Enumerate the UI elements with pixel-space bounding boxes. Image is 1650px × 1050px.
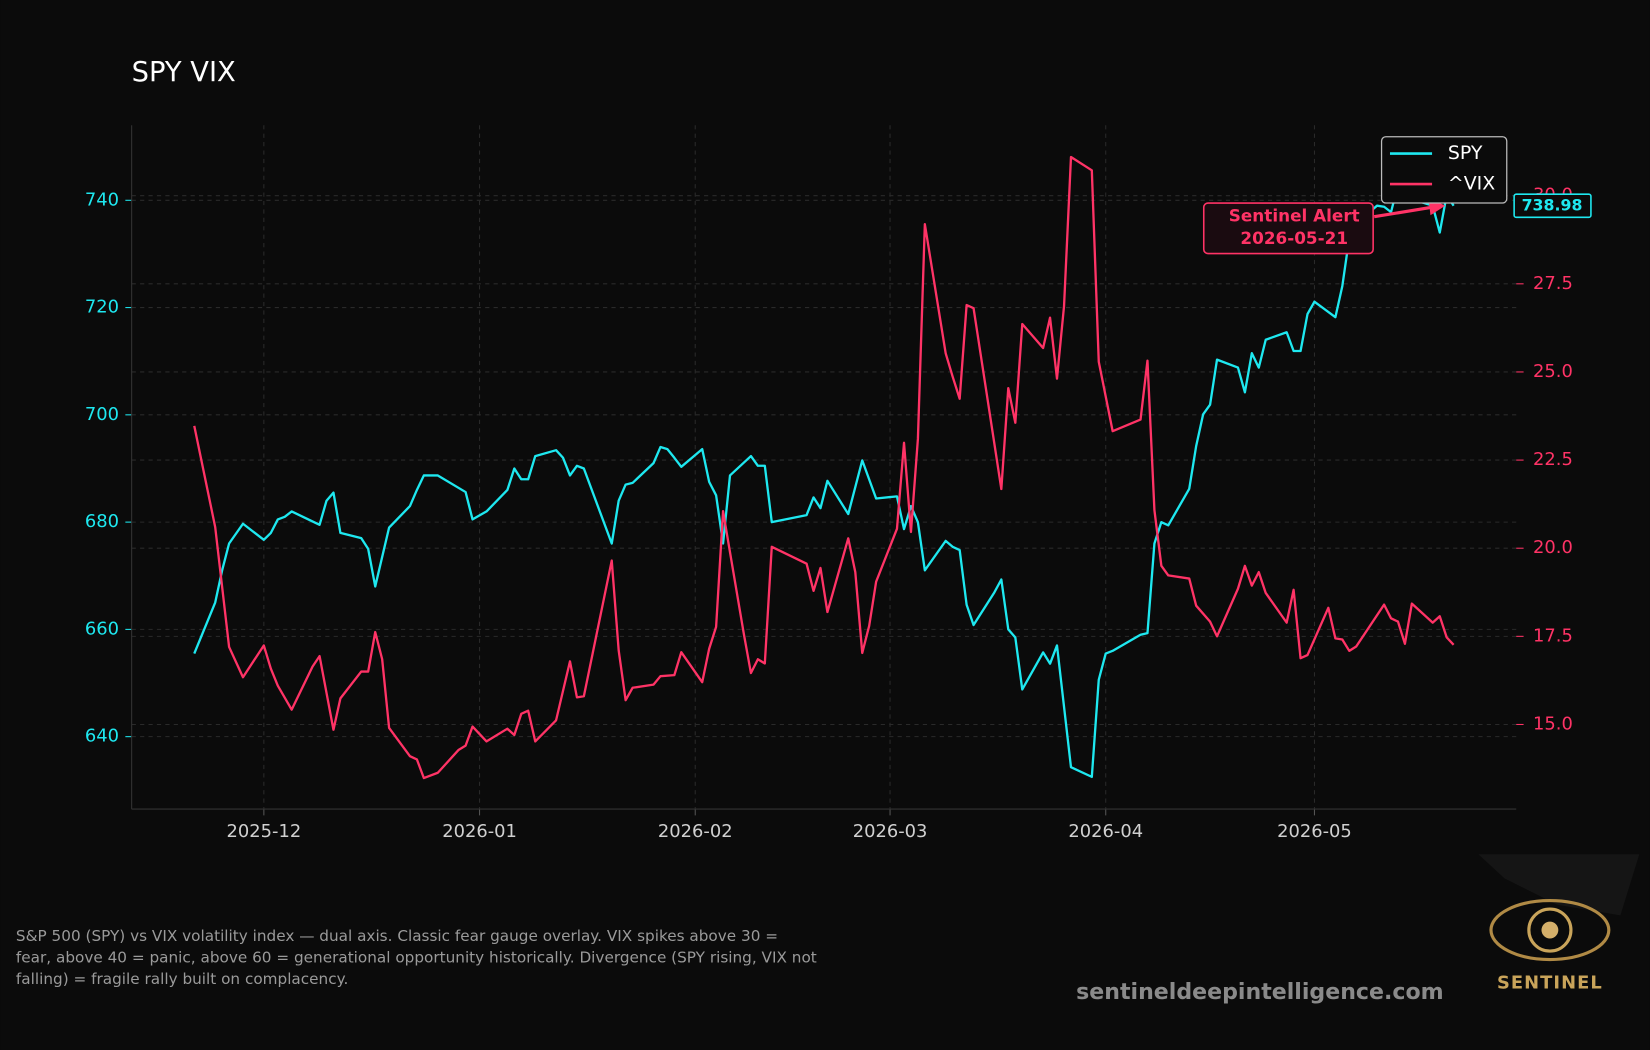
logo-iris	[1527, 907, 1573, 953]
logo-shadow	[1478, 854, 1640, 916]
y2-tick-label: 22.5	[1533, 449, 1573, 470]
x-tick-label: 2026-03	[853, 821, 928, 842]
caption: fear, above 40 = panic, above 60 = gener…	[16, 948, 817, 966]
y-tick-label: 680	[85, 511, 119, 532]
y-tick-label: 720	[85, 297, 119, 318]
annotation-box	[1202, 202, 1374, 255]
annotation-arrow	[1373, 205, 1435, 219]
x-tick-label: 2026-05	[1277, 821, 1352, 842]
grid: 640 660 680 700 720 740 15.0 17.5 20.0 22.5 25.0 27…	[85, 125, 1573, 842]
annotation-text: 2026-05-21	[1240, 228, 1348, 248]
y-tick-label: 740	[85, 189, 119, 210]
x-tick-label: 2026-02	[658, 821, 733, 842]
legend-label: ^VIX	[1448, 173, 1495, 195]
y-tick-label: 640	[85, 726, 119, 747]
watermark: sentineldeepintelligence.com	[1076, 979, 1444, 1005]
annotation-text: Sentinel Alert	[1229, 206, 1360, 226]
x-tick-label: 2025-12	[227, 821, 302, 842]
legend: SPY ^VIX	[1380, 136, 1508, 204]
y-tick-label: 700	[85, 404, 119, 425]
logo-text: SENTINEL	[1497, 973, 1603, 994]
logo-pupil	[1541, 921, 1559, 939]
series-line	[193, 156, 1455, 779]
y2-tick-label: 20.0	[1533, 537, 1573, 558]
y-tick-label: 660	[85, 618, 119, 639]
price-tag: 738.98	[1522, 195, 1583, 214]
logo: SENTINEL	[1478, 854, 1640, 994]
y2-tick-label: 27.5	[1533, 273, 1573, 294]
logo-eye	[1489, 899, 1611, 962]
x-tick-label: 2026-01	[442, 821, 517, 842]
caption: falling) = fragile rally built on compla…	[16, 970, 348, 988]
chart-title: SPY VIX	[132, 57, 236, 88]
series-line	[193, 155, 1455, 780]
y2-tick-label: 17.5	[1533, 625, 1573, 646]
y2-tick-label: 15.0	[1533, 713, 1573, 734]
price-tag-box	[1513, 193, 1592, 219]
caption: S&P 500 (SPY) vs VIX volatility index — …	[16, 927, 778, 945]
legend-label: SPY	[1448, 142, 1483, 164]
x-tick-label: 2026-04	[1068, 821, 1143, 842]
y2-tick-label: 25.0	[1533, 361, 1573, 382]
